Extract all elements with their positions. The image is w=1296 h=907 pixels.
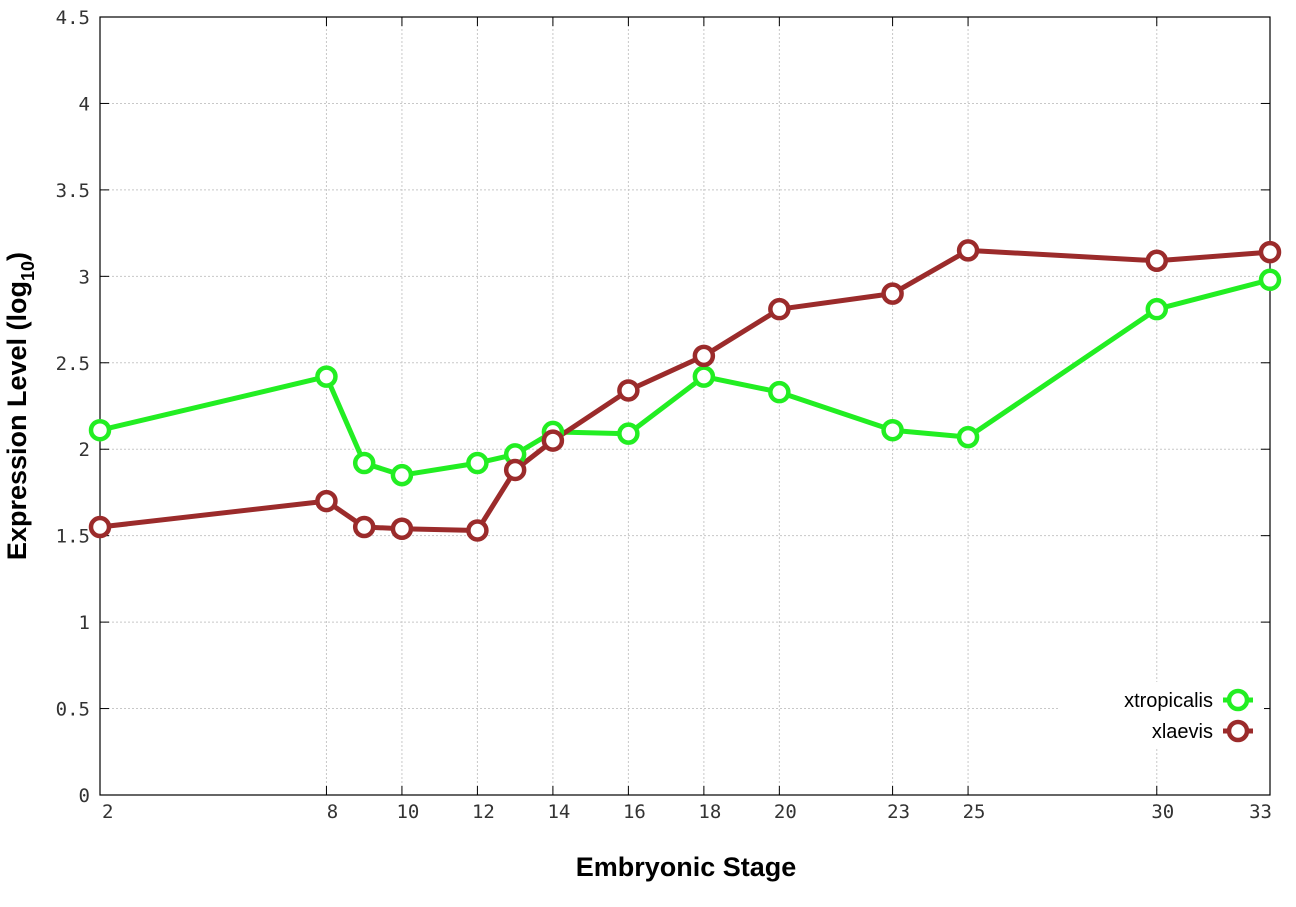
y-tick-label: 2 <box>79 439 90 461</box>
y-tick-label: 4.5 <box>56 7 90 29</box>
legend-marker-xlaevis <box>1226 719 1250 743</box>
legend-label-xlaevis: xlaevis <box>1152 721 1213 743</box>
axis-ticks: 0 0.5 1 1.5 2 2.5 3 3.5 4 4.5 2 8 10 12 14 16 18 20 23 25 30… <box>56 7 1272 823</box>
grid <box>100 17 1270 795</box>
x-tick-label: 25 <box>963 801 986 823</box>
y-tick-label: 2.5 <box>56 353 90 375</box>
x-tick-label: 8 <box>327 801 338 823</box>
data-point-xtropicalis <box>466 451 489 475</box>
legend-marker-xtropicalis <box>1226 688 1250 712</box>
x-tick-label: 18 <box>698 801 721 823</box>
data-point-xtropicalis <box>390 463 414 487</box>
series-group <box>88 239 1282 542</box>
y-axis-title-subscript: 10 <box>18 261 38 281</box>
y-tick-label: 1.5 <box>56 526 90 548</box>
data-point-xtropicalis <box>315 365 338 388</box>
x-tick-label: 16 <box>623 801 646 823</box>
x-tick-label: 33 <box>1249 801 1272 823</box>
legend-label-xtropicalis: xtropicalis <box>1124 690 1213 712</box>
data-point-xtropicalis <box>352 451 376 475</box>
data-point-xtropicalis <box>617 422 640 445</box>
y-tick-label: 0 <box>79 785 90 807</box>
y-tick-label: 3 <box>79 266 90 288</box>
data-point-xtropicalis <box>692 365 716 388</box>
x-tick-label: 10 <box>396 801 419 823</box>
legend: xtropicalis xlaevis <box>1058 682 1264 748</box>
y-tick-label: 0.5 <box>56 699 90 721</box>
x-tick-label: 12 <box>472 801 495 823</box>
data-point-xlaevis <box>956 239 980 262</box>
y-tick-label: 3.5 <box>56 180 90 202</box>
data-point-xlaevis <box>315 489 338 513</box>
data-point-xlaevis <box>1258 240 1282 264</box>
x-tick-label: 23 <box>887 801 910 823</box>
x-tick-label: 20 <box>774 801 797 823</box>
x-tick-label: 2 <box>102 801 113 823</box>
data-point-xlaevis <box>352 515 376 539</box>
data-point-xtropicalis <box>1145 297 1169 321</box>
data-point-xlaevis <box>1145 249 1169 273</box>
y-tick-label: 4 <box>79 93 90 115</box>
x-tick-label: 30 <box>1151 801 1174 823</box>
y-axis-title-close: ) <box>2 252 32 261</box>
data-point-xtropicalis <box>768 380 791 404</box>
data-point-xtropicalis <box>88 418 112 442</box>
y-axis-title-main: Expression Level (log <box>2 281 32 560</box>
data-point-xlaevis <box>88 515 112 539</box>
data-point-xlaevis <box>541 429 565 452</box>
data-point-xlaevis <box>466 519 489 542</box>
data-point-xtropicalis <box>881 418 904 442</box>
plot-frame <box>99 16 1271 796</box>
data-point-xtropicalis <box>1258 268 1282 292</box>
data-point-xlaevis <box>617 379 640 402</box>
data-point-xlaevis <box>881 282 904 305</box>
data-point-xlaevis <box>390 517 414 541</box>
data-point-xtropicalis <box>956 425 980 449</box>
data-point-xlaevis <box>768 297 791 321</box>
data-point-xlaevis <box>692 344 716 368</box>
y-axis-title: Expression Level (log10) <box>2 252 38 560</box>
data-point-xlaevis <box>503 458 527 482</box>
x-tick-label: 14 <box>547 801 570 823</box>
series-line-xtropicalis <box>99 277 1271 478</box>
x-axis-title: Embryonic Stage <box>576 852 797 882</box>
y-tick-label: 1 <box>79 612 90 634</box>
